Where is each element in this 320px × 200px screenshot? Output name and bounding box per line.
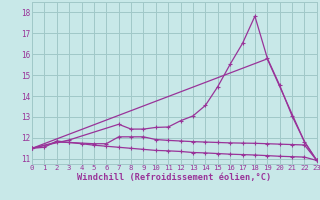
X-axis label: Windchill (Refroidissement éolien,°C): Windchill (Refroidissement éolien,°C) — [77, 173, 272, 182]
